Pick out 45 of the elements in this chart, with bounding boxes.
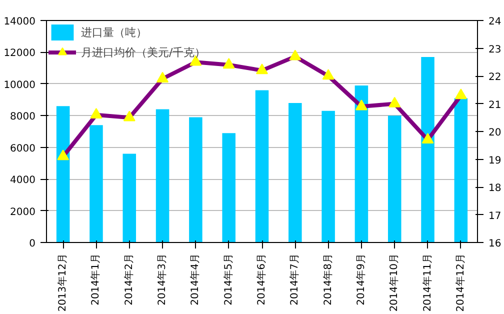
y2-tick-label: 16 <box>488 238 502 250</box>
y2-tick-label: 24 <box>488 16 502 28</box>
bar <box>354 86 368 242</box>
x-tick-label: 2014年8月 <box>322 254 334 306</box>
x-tick-label: 2014年10月 <box>388 253 400 312</box>
y2-tick-label: 21 <box>488 100 502 111</box>
legend-label: 月进口均价（美元/千克） <box>81 44 206 60</box>
y2-tick-label: 17 <box>488 210 502 222</box>
x-tick-label: 2014年7月 <box>288 254 301 306</box>
x-tick-label: 2014年9月 <box>354 254 367 306</box>
bar <box>189 117 202 242</box>
y2-tick-label: 22 <box>488 72 502 83</box>
bar <box>56 106 70 242</box>
x-tick-label: 2014年1月 <box>90 254 102 306</box>
bar <box>255 90 269 242</box>
bar <box>322 110 335 242</box>
x-tick-label: 2014年5月 <box>222 254 234 306</box>
y-tick-label: 12000 <box>4 48 36 60</box>
y-tick-label: 8000 <box>10 112 36 123</box>
y2-tick-label: 20 <box>488 128 502 138</box>
bar <box>454 98 468 242</box>
y-tick-label: 14000 <box>4 16 36 28</box>
legend-label: 进口量（吨） <box>81 24 147 40</box>
x-tick-label: 2014年3月 <box>156 254 168 306</box>
x-tick-label: 2014年11月 <box>421 253 434 312</box>
y-tick-label: 10000 <box>4 80 36 91</box>
y2-tick-label: 19 <box>488 155 502 166</box>
bar <box>222 133 236 242</box>
bar <box>421 56 434 242</box>
y2-tick-label: 18 <box>488 183 502 194</box>
bar <box>90 125 103 242</box>
y2-tick-label: 23 <box>488 44 502 56</box>
y-tick-label: 0 <box>29 238 36 250</box>
x-tick-label: 2013年12月 <box>56 253 69 312</box>
x-tick-label: 2014年6月 <box>256 254 268 306</box>
bar <box>388 116 402 242</box>
bar <box>156 109 170 242</box>
bar <box>288 102 302 242</box>
x-tick-label: 2014年12月 <box>454 253 466 312</box>
y-tick-label: 2000 <box>10 206 36 218</box>
bar <box>122 154 136 242</box>
y-tick-label: 4000 <box>10 175 36 186</box>
x-tick-label: 2014年2月 <box>122 254 135 306</box>
y-tick-label: 6000 <box>10 143 36 154</box>
x-tick-label: 2014年4月 <box>189 254 202 306</box>
